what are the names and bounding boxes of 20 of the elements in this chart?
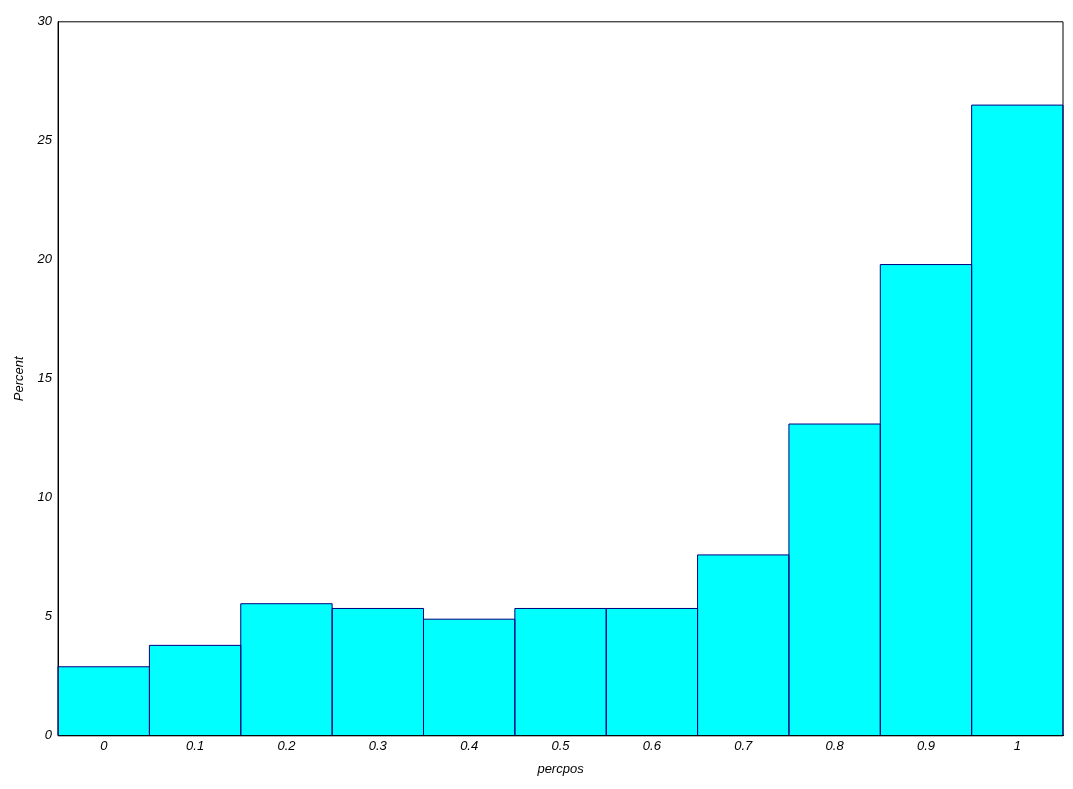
y-tick-label: 15: [37, 370, 53, 386]
y-tick-label: 5: [44, 608, 53, 624]
x-tick-label: 0.2: [277, 738, 297, 754]
y-axis-title: Percent: [11, 355, 27, 402]
x-tick-label: 0: [100, 738, 109, 754]
y-tick-label: 30: [37, 13, 53, 29]
x-tick-label: 0.4: [460, 738, 479, 754]
x-tick-label: 1: [1013, 738, 1021, 754]
x-tick-label: 0.1: [186, 738, 205, 754]
y-tick-label: 10: [37, 489, 53, 505]
x-axis-title: percpos: [536, 760, 585, 776]
y-tick-label: 20: [36, 251, 53, 267]
y-tick-label: 25: [36, 132, 53, 148]
x-tick-label: 0.3: [368, 738, 388, 754]
x-tick-label: 0.6: [642, 738, 662, 754]
x-tick-label: 0.9: [916, 738, 935, 754]
x-tick-label: 0.8: [825, 738, 845, 754]
x-tick-label: 0.5: [551, 738, 571, 754]
y-tick-label: 0: [44, 727, 53, 743]
x-tick-label: 0.7: [734, 738, 754, 754]
